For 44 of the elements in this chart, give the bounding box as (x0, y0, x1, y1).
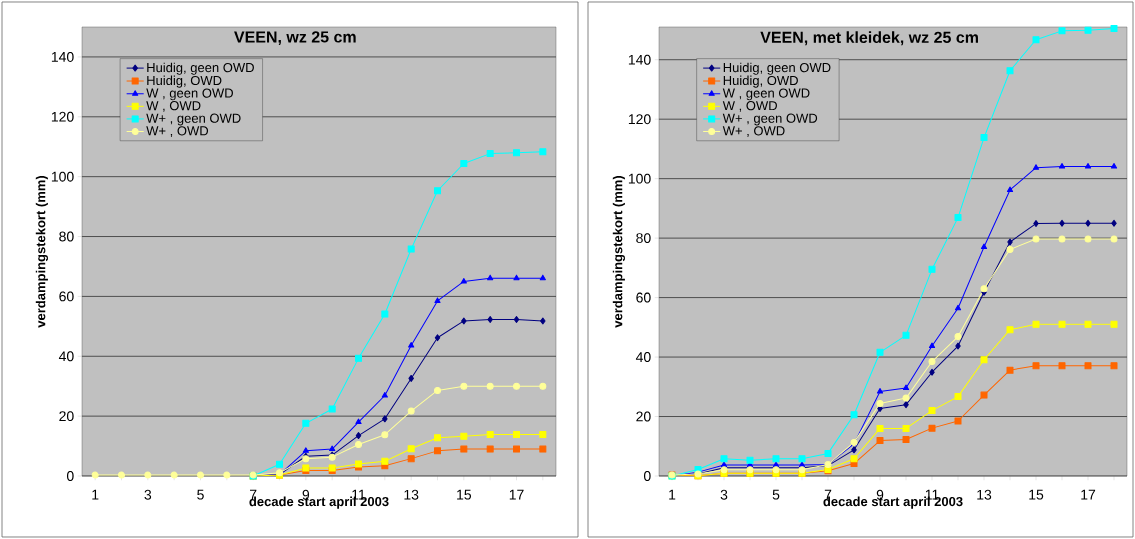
x-tick-label: 3 (720, 489, 728, 500)
y-tick-label: 80 (636, 233, 651, 244)
legend-label: Huidig, OWD (147, 75, 222, 88)
y-axis-title: verdampingstekort (mm) (612, 175, 625, 328)
x-tick-label: 13 (404, 489, 419, 500)
y-tick-label: 40 (635, 352, 651, 363)
chart-title: VEEN, wz 25 cm (234, 31, 356, 45)
legend-label: W+ , OWD (146, 126, 209, 137)
y-tick-label: 60 (59, 291, 74, 302)
y-tick-label: 80 (59, 231, 74, 242)
x-tick-label: 15 (1029, 489, 1044, 500)
x-tick-label: 5 (772, 489, 780, 500)
x-tick-label: 1 (92, 489, 99, 500)
legend-label: W , geen OWD (146, 88, 233, 101)
y-tick-label: 100 (628, 173, 651, 184)
y-tick-label: 100 (51, 171, 74, 182)
y-tick-label: 140 (51, 51, 74, 62)
y-tick-label: 140 (628, 54, 651, 65)
legend-label: W , OWD (722, 101, 777, 112)
legend-label: W+ , geen OWD (146, 113, 241, 126)
legend-label: W+ , OWD (722, 126, 785, 137)
legend-label: Huidig, geen OWD (147, 62, 254, 75)
x-tick-label: 1 (669, 489, 676, 500)
y-tick-label: 40 (58, 351, 74, 362)
y-tick-label: 20 (59, 411, 74, 422)
legend-label: W , geen OWD (722, 88, 810, 101)
legend-label: Huidig, geen OWD (723, 62, 831, 75)
y-tick-label: 20 (636, 411, 651, 422)
y-tick-label: 0 (66, 471, 74, 481)
x-tick-label: 15 (457, 489, 472, 500)
y-axis-title: verdampingstekort (mm) (35, 175, 48, 328)
y-tick-label: 0 (643, 471, 651, 481)
x-tick-label: 5 (197, 489, 204, 500)
chart-title: VEEN, met kleidek, wz 25 cm (760, 31, 978, 46)
y-tick-label: 60 (636, 292, 651, 303)
legend-label: W+ , geen OWD (722, 113, 818, 126)
y-tick-label: 120 (51, 111, 74, 122)
x-tick-label: 17 (509, 489, 524, 500)
x-tick-label: 17 (1081, 489, 1096, 500)
y-tick-label: 120 (628, 114, 651, 125)
x-tick-label: 13 (977, 489, 992, 500)
legend-label: W , OWD (146, 101, 201, 112)
legend-label: Huidig, OWD (723, 75, 798, 88)
x-tick-label: 3 (144, 489, 152, 500)
